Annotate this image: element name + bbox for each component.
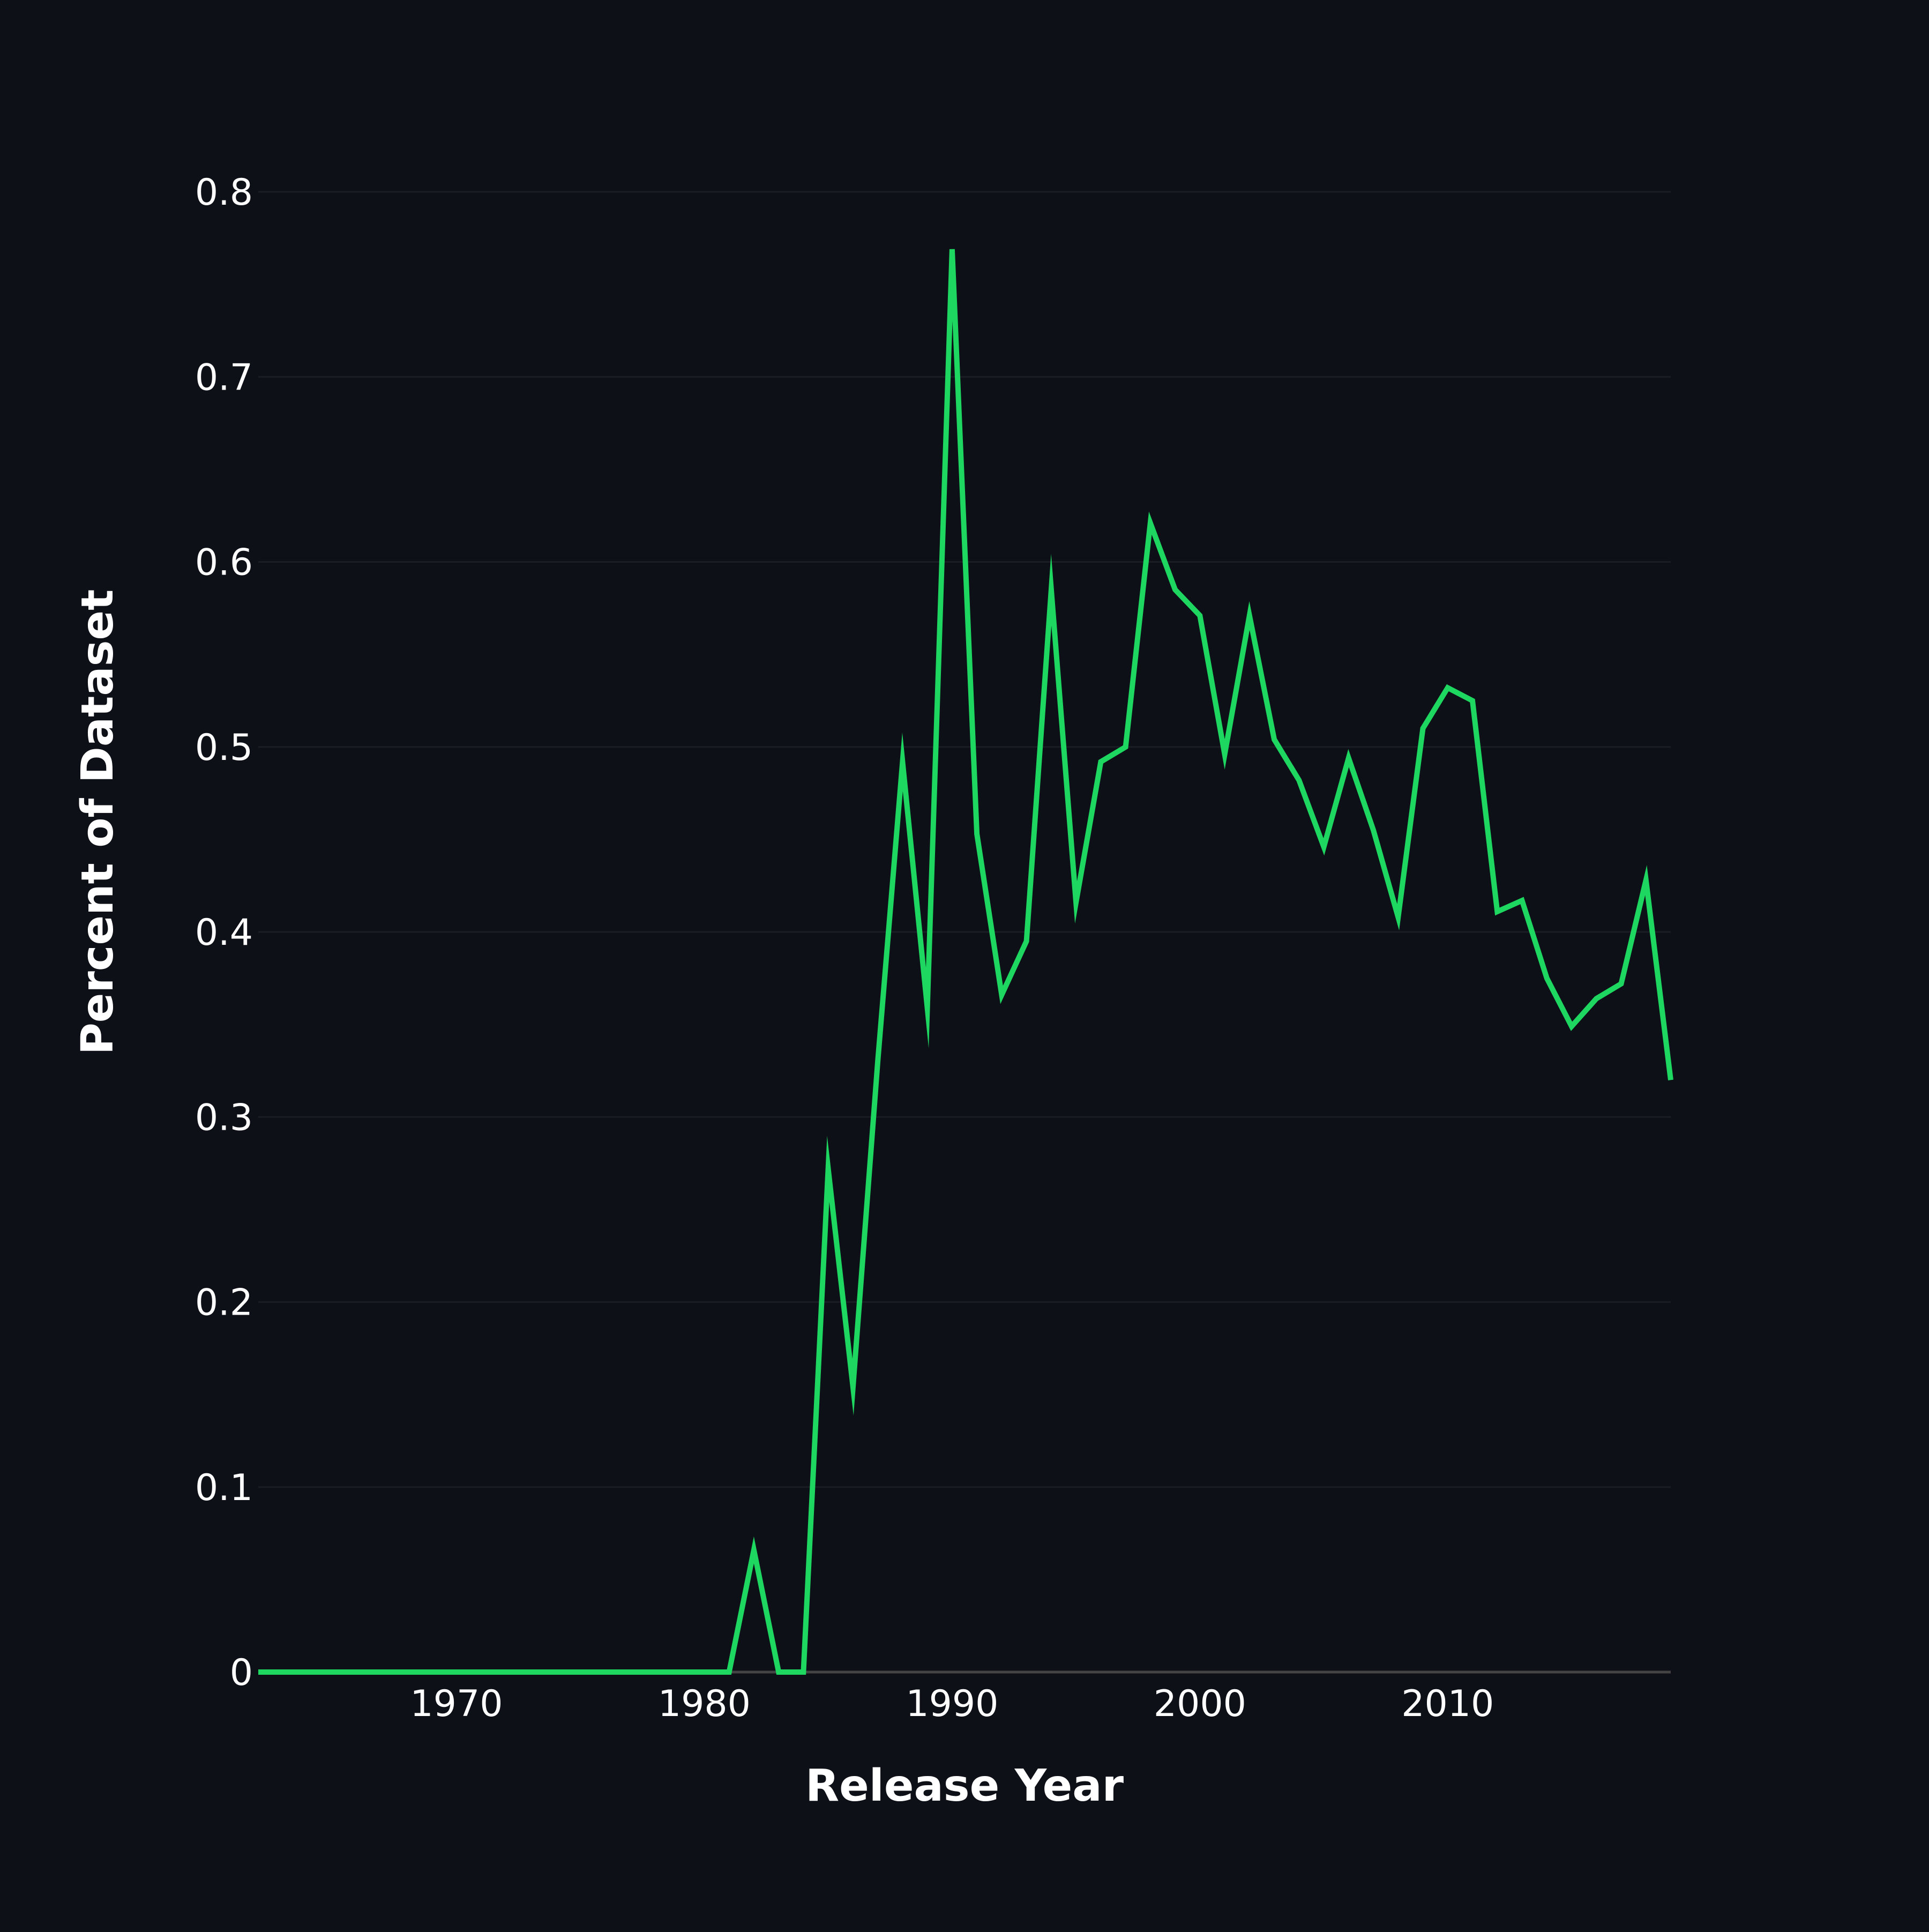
data-point xyxy=(1520,898,1525,903)
data-point xyxy=(1420,726,1426,731)
data-point xyxy=(1247,613,1252,618)
y-axis-title: Percent of Dataset xyxy=(72,590,123,1055)
data-point xyxy=(1619,981,1624,987)
data-point xyxy=(826,1166,831,1172)
data-point xyxy=(751,1547,757,1553)
data-point xyxy=(478,1669,484,1675)
data-point xyxy=(1321,844,1327,849)
data-point xyxy=(949,247,955,252)
data-point xyxy=(875,1059,880,1064)
x-tick-label: 1990 xyxy=(906,1683,998,1725)
data-point xyxy=(256,1669,261,1675)
data-point xyxy=(503,1669,509,1675)
data-point xyxy=(1346,755,1351,760)
x-axis-title: Release Year xyxy=(805,1761,1124,1811)
data-point xyxy=(850,1384,856,1390)
data-point xyxy=(280,1669,286,1675)
data-point xyxy=(1123,744,1128,750)
data-point xyxy=(1148,520,1153,526)
data-point xyxy=(1073,900,1079,905)
data-point xyxy=(701,1669,707,1675)
data-point xyxy=(776,1669,781,1675)
data-point xyxy=(1049,587,1054,592)
data-point xyxy=(528,1669,534,1675)
data-point xyxy=(578,1669,583,1675)
data-point xyxy=(1668,1077,1673,1083)
data-point xyxy=(305,1669,310,1675)
x-tick-label: 1980 xyxy=(658,1683,751,1725)
data-point xyxy=(900,759,905,764)
data-point xyxy=(1643,877,1649,883)
x-tick-label: 2000 xyxy=(1154,1683,1246,1725)
x-tick-label: 1970 xyxy=(410,1683,503,1725)
data-point xyxy=(652,1669,657,1675)
y-tick-label: 0.3 xyxy=(195,1096,253,1139)
data-point xyxy=(1272,737,1277,742)
y-tick-label: 0.4 xyxy=(195,912,253,954)
data-point xyxy=(974,831,980,837)
data-point xyxy=(1544,975,1550,981)
data-point xyxy=(379,1669,385,1675)
data-point xyxy=(602,1669,608,1675)
data-point xyxy=(627,1669,633,1675)
data-point xyxy=(1445,685,1451,690)
y-tick-label: 0 xyxy=(230,1652,253,1694)
y-tick-label: 0.8 xyxy=(195,171,253,214)
data-point xyxy=(429,1669,435,1675)
data-point xyxy=(999,992,1004,997)
data-point xyxy=(553,1669,558,1675)
data-point xyxy=(404,1669,409,1675)
data-point xyxy=(1172,587,1178,592)
series-layer xyxy=(256,247,1673,1675)
y-tick-label: 0.1 xyxy=(195,1467,253,1509)
data-point xyxy=(677,1669,682,1675)
data-point xyxy=(1569,1024,1574,1029)
data-point xyxy=(355,1669,360,1675)
data-point xyxy=(1371,827,1376,833)
data-point xyxy=(1594,996,1599,1001)
data-point xyxy=(1024,938,1029,944)
data-point xyxy=(1098,759,1103,764)
data-point xyxy=(1222,752,1228,757)
y-tick-label: 0.5 xyxy=(195,727,253,769)
y-tick-label: 0.6 xyxy=(195,542,253,584)
x-tick-label: 2010 xyxy=(1401,1683,1494,1725)
data-point xyxy=(1494,909,1500,914)
data-point xyxy=(1470,698,1475,703)
data-point xyxy=(1197,613,1202,618)
data-point xyxy=(727,1669,732,1675)
data-point xyxy=(1395,914,1401,920)
series-line xyxy=(258,249,1673,1675)
data-point xyxy=(925,1005,930,1011)
y-tick-label: 0.7 xyxy=(195,356,253,399)
data-point xyxy=(1296,778,1302,783)
data-point xyxy=(454,1669,459,1675)
y-tick-label: 0.2 xyxy=(195,1282,253,1324)
data-point xyxy=(330,1669,335,1675)
data-point xyxy=(801,1669,806,1675)
axes: 0 0.1 0.2 0.3 0.4 0.5 0.6 0.7 0.8 1970 1980 1990 200… xyxy=(195,171,1671,1725)
